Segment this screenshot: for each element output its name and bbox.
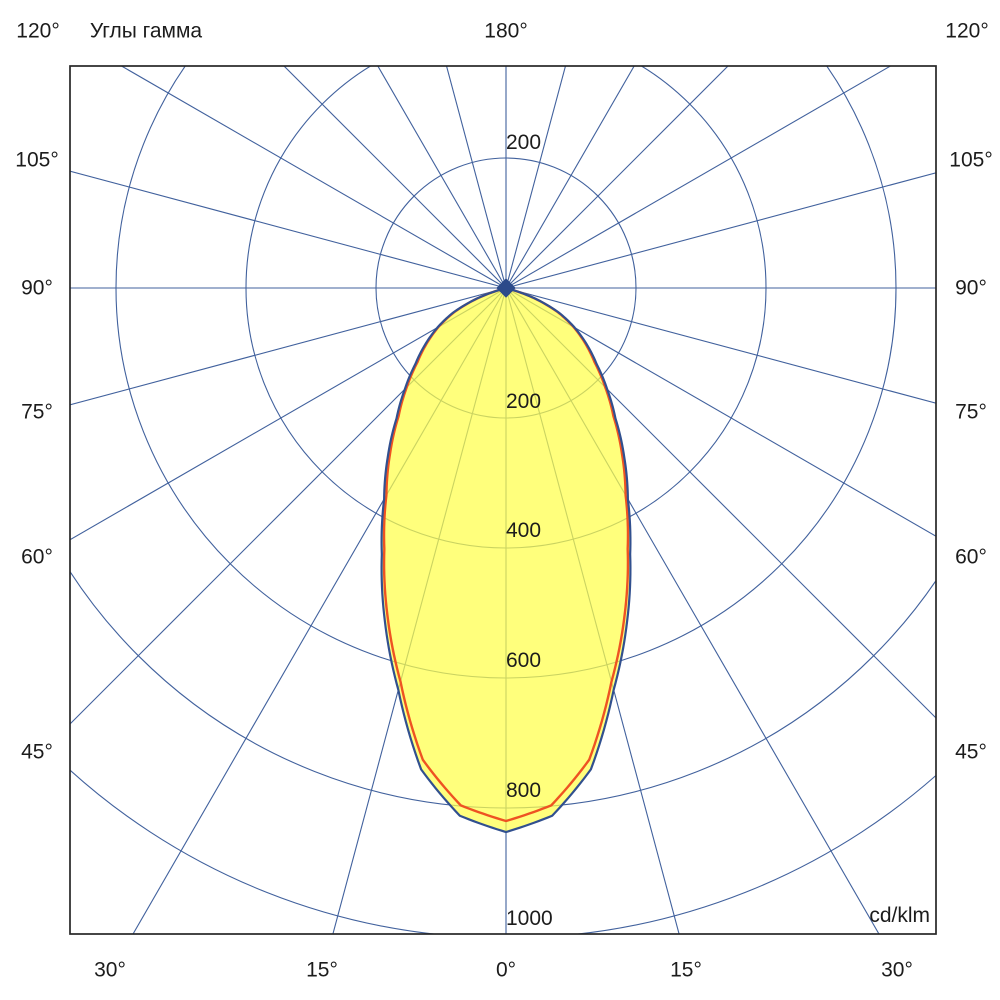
gamma-label-bottom-0: 0° [495,958,517,982]
ring-label-400: 400 [506,519,542,542]
ring-label-200: 200 [506,390,542,413]
gamma-label-left-75: 75° [21,400,53,424]
diagram-title: Углы гамма [89,19,203,43]
gamma-label-left-45: 45° [21,740,53,764]
ring-label-200-top: 200 [506,131,542,154]
gamma-label-right-105: 105° [949,148,993,172]
gamma-label-right-90: 90° [955,276,987,300]
gamma-label-left-105: 105° [15,148,59,172]
ring-label-600: 600 [506,649,542,672]
gamma-label-bottom-right-30: 30° [881,958,913,982]
gamma-label-bottom-left-15: 15° [306,958,338,982]
gamma-label-top-left-120: 120° [16,19,60,43]
ring-label-800: 800 [506,779,542,802]
gamma-label-top-right-120: 120° [945,19,989,43]
chart-frame [69,65,937,935]
gamma-label-bottom-right-15: 15° [670,958,702,982]
intensity-curve-red [382,286,630,823]
pole-marker-icon [496,278,516,298]
gamma-label-left-90: 90° [21,276,53,300]
gamma-label-top-180: 180° [484,19,528,43]
gamma-label-right-45: 45° [955,740,987,764]
gamma-label-bottom-left-30: 30° [94,958,126,982]
ring-label-1000: 1000 [506,907,553,930]
gamma-label-left-60: 60° [21,545,53,569]
intensity-curve-blue [380,286,632,834]
unit-label: cd/klm [869,904,930,927]
beam-fill [381,288,631,833]
gamma-label-right-75: 75° [955,400,987,424]
gamma-label-right-60: 60° [955,545,987,569]
